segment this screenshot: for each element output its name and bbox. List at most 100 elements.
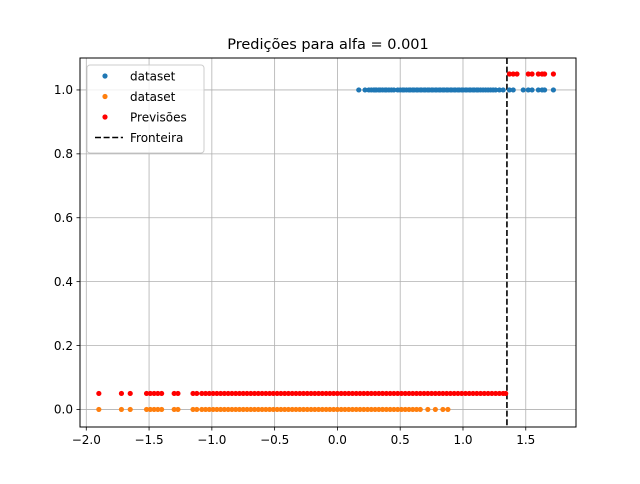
series-2-point (190, 390, 196, 397)
series-1-point (151, 406, 157, 413)
series-1-point (323, 406, 329, 413)
series-2-point (159, 390, 165, 397)
series-2-point (353, 390, 359, 397)
series-2-point (459, 390, 465, 397)
series-2-point (383, 390, 389, 397)
x-tick-label: 1.5 (516, 433, 535, 447)
series-2-point (263, 390, 269, 397)
series-2-point (293, 390, 299, 397)
series-1-point (410, 406, 416, 413)
legend-marker (102, 93, 108, 100)
x-tick-label: −1.0 (197, 433, 226, 447)
series-2-point (346, 390, 352, 397)
series-2-point (331, 390, 337, 397)
series-0-point (391, 87, 397, 93)
series-0-point (362, 87, 368, 93)
series-2-point (300, 390, 307, 397)
series-1-point (361, 406, 367, 413)
series-2-point (274, 390, 280, 397)
series-2-point (206, 390, 212, 397)
series-2-point (535, 71, 541, 77)
series-1-point (248, 406, 254, 413)
series-2-point (395, 390, 401, 397)
series-2-point (413, 390, 420, 397)
legend-label: dataset (130, 90, 176, 104)
series-2-point (218, 390, 224, 397)
series-2-point (368, 390, 374, 397)
series-2-point (308, 390, 314, 397)
series-1-point (263, 406, 269, 413)
series-2-point (425, 390, 431, 397)
series-1-point (236, 406, 243, 413)
series-2-point (127, 390, 133, 397)
series-1-point (240, 406, 246, 413)
series-2-point (503, 390, 509, 397)
series-1-point (304, 406, 310, 413)
series-1-point (440, 406, 446, 413)
series-2-point (118, 390, 125, 397)
legend-box (86, 64, 205, 154)
series-2-point (485, 390, 491, 397)
series-1-point (147, 406, 153, 413)
series-0-point (525, 87, 531, 93)
series-2-point (319, 390, 325, 397)
series-1-point (338, 406, 344, 413)
series-1-point (432, 406, 438, 413)
series-1-point (214, 406, 220, 413)
series-1-point (364, 406, 371, 413)
series-1-point (406, 406, 412, 413)
series-1-point (202, 406, 209, 413)
series-1-point (270, 406, 276, 413)
series-2-point (406, 390, 412, 397)
series-2-point (376, 390, 382, 397)
series-1-point (308, 406, 314, 413)
series-1-point (425, 406, 431, 413)
series-2-point (251, 390, 258, 397)
series-1-point (282, 406, 288, 413)
series-1-point (395, 406, 401, 413)
series-1-point (274, 406, 280, 413)
series-2-point (372, 390, 378, 397)
series-2-point (349, 390, 356, 397)
y-tick-label: 0.4 (54, 275, 73, 289)
series-2-point (255, 390, 261, 397)
series-2-point (289, 390, 295, 397)
series-2-point (327, 390, 333, 397)
series-2-point (225, 390, 231, 397)
series-2-point (462, 390, 469, 397)
x-axis: −2.0 −1.5 −1.0 −0.5 0.0 0.5 1.0 1.5 (72, 427, 535, 447)
series-0-point (535, 87, 541, 93)
series-2-point (267, 390, 273, 397)
series-2-point (436, 390, 442, 397)
chart-title: Predições para alfa = 0.001 (227, 37, 429, 53)
series-2-point (474, 390, 480, 397)
series-1-point (251, 406, 258, 413)
series-2-point (282, 390, 288, 397)
series-2-point (171, 390, 177, 397)
series-2-point (259, 390, 265, 397)
series-2-point (338, 390, 344, 397)
series-2-point (297, 390, 303, 397)
series-1-point (380, 406, 386, 413)
series-2-point (510, 71, 516, 77)
series-1-point (331, 406, 337, 413)
legend: dataset dataset Previsões Fronteira (86, 64, 205, 154)
data-points (96, 71, 556, 413)
series-1-point (342, 406, 348, 413)
legend-label: dataset (130, 69, 176, 83)
series-2-point (357, 390, 363, 397)
x-tick-label: −1.5 (134, 433, 163, 447)
series-1-point (233, 406, 239, 413)
series-2-point (236, 390, 243, 397)
series-2-point (391, 390, 397, 397)
x-tick-label: 1.0 (453, 433, 472, 447)
y-tick-label: 0.8 (54, 147, 73, 161)
series-1-point (267, 406, 273, 413)
series-2-point (398, 390, 405, 397)
series-1-point (346, 406, 352, 413)
series-1-point (278, 406, 284, 413)
legend-label: Fronteira (130, 131, 183, 145)
series-2-point (514, 71, 520, 77)
series-1-point (376, 406, 382, 413)
